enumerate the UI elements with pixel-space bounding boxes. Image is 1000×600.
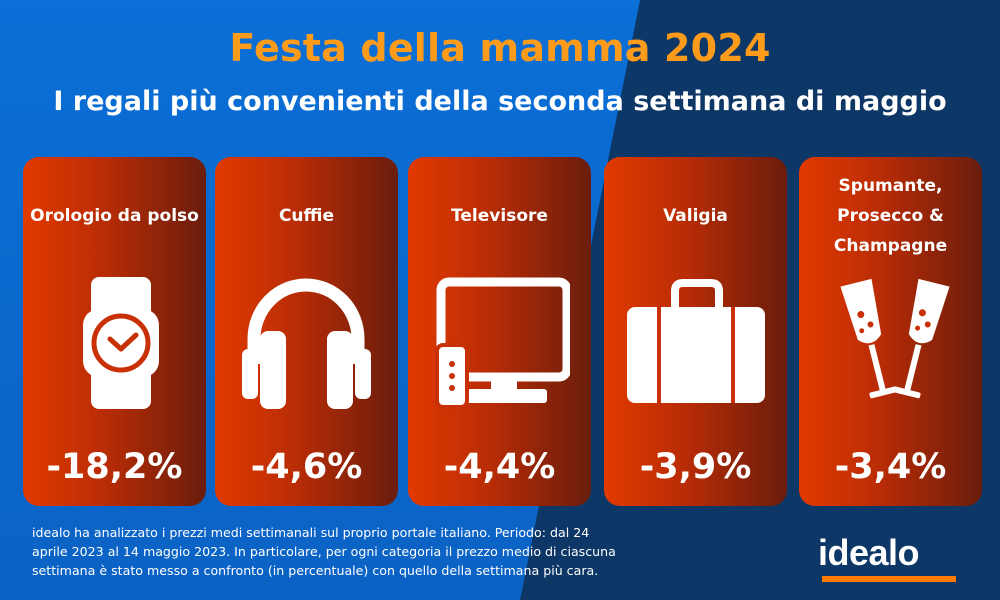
footnote-line: aprile 2023 al 14 maggio 2023. In partic… xyxy=(32,544,616,559)
card-label: Valigia xyxy=(663,206,728,226)
headphones-icon xyxy=(242,278,371,409)
television-icon xyxy=(435,277,570,409)
card-value: -4,4% xyxy=(443,447,556,487)
card-value: -4,6% xyxy=(250,447,363,487)
card-value: -3,4% xyxy=(834,447,947,487)
card-label: Cuffie xyxy=(278,206,335,226)
card-label: Orologio da polso xyxy=(30,206,199,226)
card-valigia: Valigia -3,9% xyxy=(604,157,787,506)
wristwatch-icon xyxy=(83,277,159,409)
logo-underline xyxy=(822,576,956,582)
card-cuffie: Cuffie -4,6% xyxy=(215,157,398,506)
card-value: -3,9% xyxy=(639,447,752,487)
suitcase-icon xyxy=(627,279,765,403)
card-spumante: Spumante, Prosecco & Champagne -3,4% xyxy=(799,157,982,506)
page-subtitle: I regali più convenienti della seconda s… xyxy=(53,86,947,117)
card-label-line: Spumante, xyxy=(838,176,943,196)
card-value: -18,2% xyxy=(46,447,183,487)
card-label: Spumante, Prosecco & Champagne xyxy=(803,171,978,261)
footnote-line: settimana è stato messo a confronto (in … xyxy=(32,563,599,578)
card-label: Televisore xyxy=(451,206,548,226)
card-label-line: Prosecco & xyxy=(837,206,944,226)
page-title: Festa della mamma 2024 xyxy=(229,26,771,70)
card-orologio: Orologio da polso -18,2% xyxy=(23,157,206,506)
idealo-logo: idealo xyxy=(818,532,920,573)
footnote: idealo ha analizzato i prezzi medi setti… xyxy=(32,523,752,580)
card-label-line: Champagne xyxy=(833,236,948,256)
footnote-line: idealo ha analizzato i prezzi medi setti… xyxy=(32,525,590,540)
champagne-glasses-icon xyxy=(840,278,950,399)
card-televisore: Televisore -4,4% xyxy=(408,157,591,506)
